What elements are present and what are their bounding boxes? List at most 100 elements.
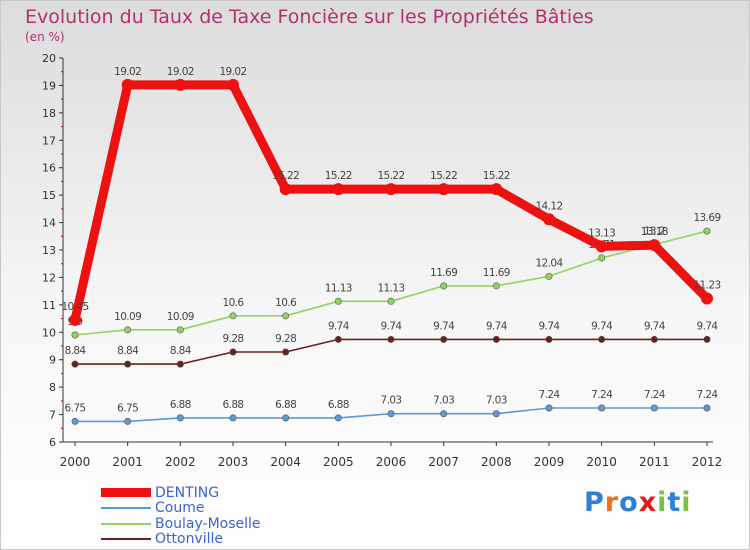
data-point (440, 282, 448, 290)
y-tick-label: 20 (42, 52, 56, 65)
data-point (229, 414, 237, 422)
data-label: 10.6 (275, 297, 297, 309)
x-tick-label: 2009 (534, 455, 565, 469)
data-label: 6.88 (223, 399, 244, 411)
legend-swatch (101, 507, 151, 510)
data-point (229, 312, 237, 320)
data-point (437, 183, 450, 196)
data-label: 10.09 (114, 311, 141, 323)
data-point (334, 335, 342, 343)
data-label: 15.22 (483, 170, 510, 182)
logo-letter: r (604, 487, 620, 518)
data-point (543, 213, 555, 226)
data-label: 11.13 (325, 282, 352, 294)
data-point (334, 414, 342, 422)
data-point (703, 335, 711, 343)
data-point (440, 410, 448, 418)
data-point (71, 417, 79, 425)
data-label: 9.28 (275, 333, 296, 345)
y-tick-label: 6 (49, 436, 56, 449)
data-label: 15.22 (272, 170, 299, 182)
data-label: 9.28 (223, 333, 244, 345)
data-label: 7.24 (697, 389, 719, 401)
data-label: 8.84 (65, 345, 87, 357)
data-point (598, 335, 606, 343)
data-label: 7.24 (539, 389, 561, 401)
x-tick-label: 2001 (112, 455, 143, 469)
data-point (121, 78, 134, 91)
data-point (648, 239, 661, 252)
data-point (176, 326, 184, 334)
logo-letter: i (657, 487, 668, 518)
y-tick-label: 12 (42, 271, 56, 284)
x-tick-label: 2000 (60, 455, 91, 469)
x-tick-label: 2008 (481, 455, 512, 469)
y-tick-label: 9 (49, 354, 56, 367)
data-label: 19.02 (167, 66, 194, 78)
y-tick-label: 7 (49, 409, 56, 422)
data-label: 13.69 (693, 212, 720, 224)
data-point (650, 404, 658, 412)
legend-label: DENTING (155, 484, 220, 501)
legend: DENTING Coume Boulay-Moselle Ottonville (101, 485, 261, 547)
data-point (124, 326, 132, 334)
data-label: 8.84 (170, 345, 192, 357)
data-point (71, 331, 79, 339)
data-label: 11.69 (483, 267, 510, 279)
data-point (492, 282, 500, 290)
y-tick-label: 15 (42, 189, 56, 202)
data-point (545, 335, 553, 343)
y-tick-label: 10 (42, 326, 56, 339)
legend-swatch (101, 488, 151, 498)
legend-item-boulay-moselle: Boulay-Moselle (101, 516, 261, 532)
data-point (279, 183, 292, 196)
x-tick-label: 2003 (218, 455, 249, 469)
data-label: 13.18 (641, 226, 668, 238)
legend-swatch (101, 538, 151, 541)
data-point (227, 78, 239, 91)
data-label: 13.13 (588, 227, 615, 239)
data-point (595, 240, 608, 253)
data-point (334, 297, 342, 305)
data-label: 6.88 (328, 399, 349, 411)
data-label: 12.04 (535, 257, 563, 269)
data-point (598, 404, 606, 412)
x-tick-label: 2012 (692, 455, 723, 469)
data-point (650, 335, 658, 343)
data-point (545, 404, 553, 412)
data-label: 9.74 (486, 320, 508, 332)
data-label: 13.2 (644, 226, 665, 238)
data-point (703, 227, 711, 235)
data-point (124, 417, 132, 425)
x-tick-label: 2011 (639, 455, 670, 469)
x-tick-label: 2004 (270, 455, 301, 469)
data-point (440, 335, 448, 343)
data-point (701, 292, 713, 305)
x-tick-label: 2002 (165, 455, 196, 469)
data-label: 14.12 (535, 200, 562, 212)
data-label: 6.88 (170, 399, 191, 411)
data-point (282, 348, 290, 356)
y-tick-label: 18 (42, 107, 56, 120)
data-label: 10.09 (167, 311, 194, 323)
data-label: 10.45 (61, 301, 88, 313)
data-point (282, 414, 290, 422)
legend-swatch (101, 522, 151, 525)
data-point (387, 410, 395, 418)
data-point (598, 254, 606, 262)
legend-label: Coume (155, 500, 205, 517)
x-tick-label: 2007 (428, 455, 459, 469)
chart-title: Evolution du Taux de Taxe Foncière sur l… (25, 6, 594, 28)
data-label: 11.13 (377, 282, 404, 294)
x-tick-label: 2006 (376, 455, 407, 469)
data-point (490, 183, 503, 196)
y-tick-label: 11 (42, 299, 56, 312)
data-label: 8.84 (117, 345, 139, 357)
proxiti-logo: Proxiti (584, 487, 692, 518)
data-point (174, 78, 187, 91)
data-label: 9.74 (697, 320, 719, 332)
logo-letter: P (584, 487, 605, 518)
data-label: 7.03 (381, 395, 402, 407)
data-label: 11.69 (430, 267, 457, 279)
